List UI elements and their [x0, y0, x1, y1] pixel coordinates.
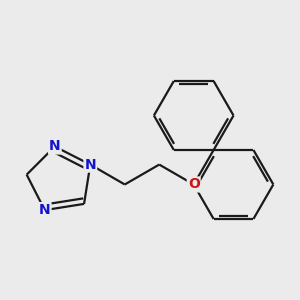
Text: N: N	[85, 158, 96, 172]
Text: O: O	[188, 178, 200, 191]
Text: N: N	[49, 140, 61, 154]
Text: N: N	[39, 203, 50, 217]
